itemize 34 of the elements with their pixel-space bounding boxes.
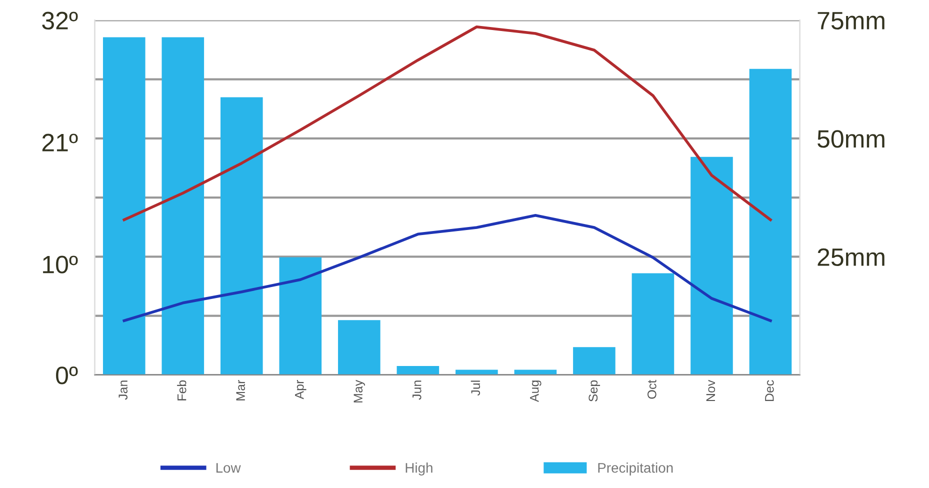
bar [279, 257, 322, 375]
bar [632, 273, 674, 375]
y2-tick-label: 75mm [818, 12, 884, 30]
bar [162, 37, 204, 375]
x-tick-label: Sep [588, 380, 600, 402]
x-tick-label: Jun [412, 380, 422, 400]
bar [573, 347, 616, 375]
x-tick-label: Dec [765, 380, 774, 402]
y2-tick-label: 25mm [818, 248, 884, 266]
bar [396, 366, 440, 375]
legend-label: Low [216, 463, 241, 473]
x-tick-label: May [354, 380, 365, 402]
bar [102, 37, 146, 375]
y-tick-label: 10º [43, 256, 78, 274]
x-tick-label: Nov [706, 380, 716, 402]
x-tick-label: Oct [647, 380, 656, 399]
y-tick-label: 0º [56, 366, 78, 384]
x-tick-label: Apr [295, 380, 306, 400]
bar [749, 68, 792, 375]
bar [338, 320, 380, 375]
line-series [122, 25, 772, 222]
y2-tick-label: 50mm [818, 130, 884, 148]
x-tick-label: Feb [177, 380, 186, 400]
y-tick-label: 21º [42, 134, 78, 152]
x-tick-label: Mar [236, 380, 246, 400]
legend-label: High [406, 462, 432, 476]
legend-label: Precipitation [598, 462, 673, 476]
bar [220, 97, 263, 375]
x-tick-label: Jul [470, 380, 480, 396]
y-tick-label: 32º [42, 12, 78, 30]
x-tick-label: Aug [530, 380, 542, 402]
bar [690, 156, 733, 375]
line-series [122, 214, 772, 322]
x-tick-label: Jan [118, 380, 128, 400]
